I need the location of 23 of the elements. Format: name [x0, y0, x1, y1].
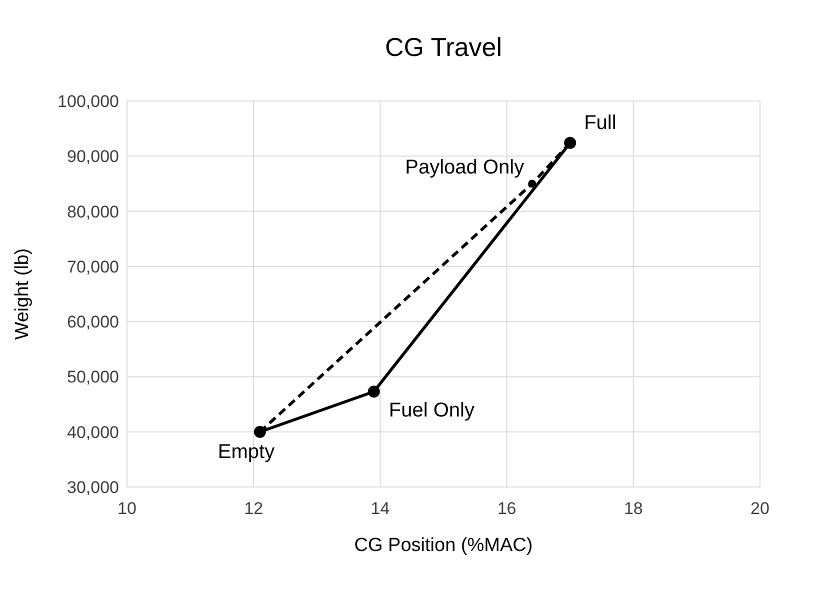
y-tick-label: 40,000	[67, 422, 119, 442]
x-tick-label: 18	[624, 499, 643, 518]
annotation: Fuel Only	[388, 400, 474, 422]
y-tick-label: 90,000	[67, 147, 119, 166]
y-tick-label: 60,000	[67, 312, 119, 332]
y-tick-label: 30,000	[67, 478, 119, 497]
y-tick-label: 50,000	[67, 368, 119, 387]
chart-title: CG Travel	[384, 32, 502, 62]
annotation: Empty	[218, 440, 275, 463]
x-tick-label: 12	[244, 499, 264, 518]
x-tick-label: 16	[497, 499, 516, 518]
annotation: Full	[584, 112, 616, 134]
y-axis-title: Weight (lb)	[12, 248, 33, 340]
annotation: Payload Only	[405, 156, 524, 179]
x-tick-label: 10	[118, 499, 136, 518]
x-tick-label: 14	[370, 499, 390, 518]
point	[368, 386, 380, 398]
y-tick-label: 100,000	[58, 92, 119, 111]
y-tick-label: 80,000	[67, 202, 119, 222]
x-tick-label: 20	[750, 499, 770, 518]
point	[528, 180, 536, 188]
x-axis-title: CG Position (%MAC)	[354, 535, 533, 556]
y-tick-label: 70,000	[67, 257, 119, 276]
